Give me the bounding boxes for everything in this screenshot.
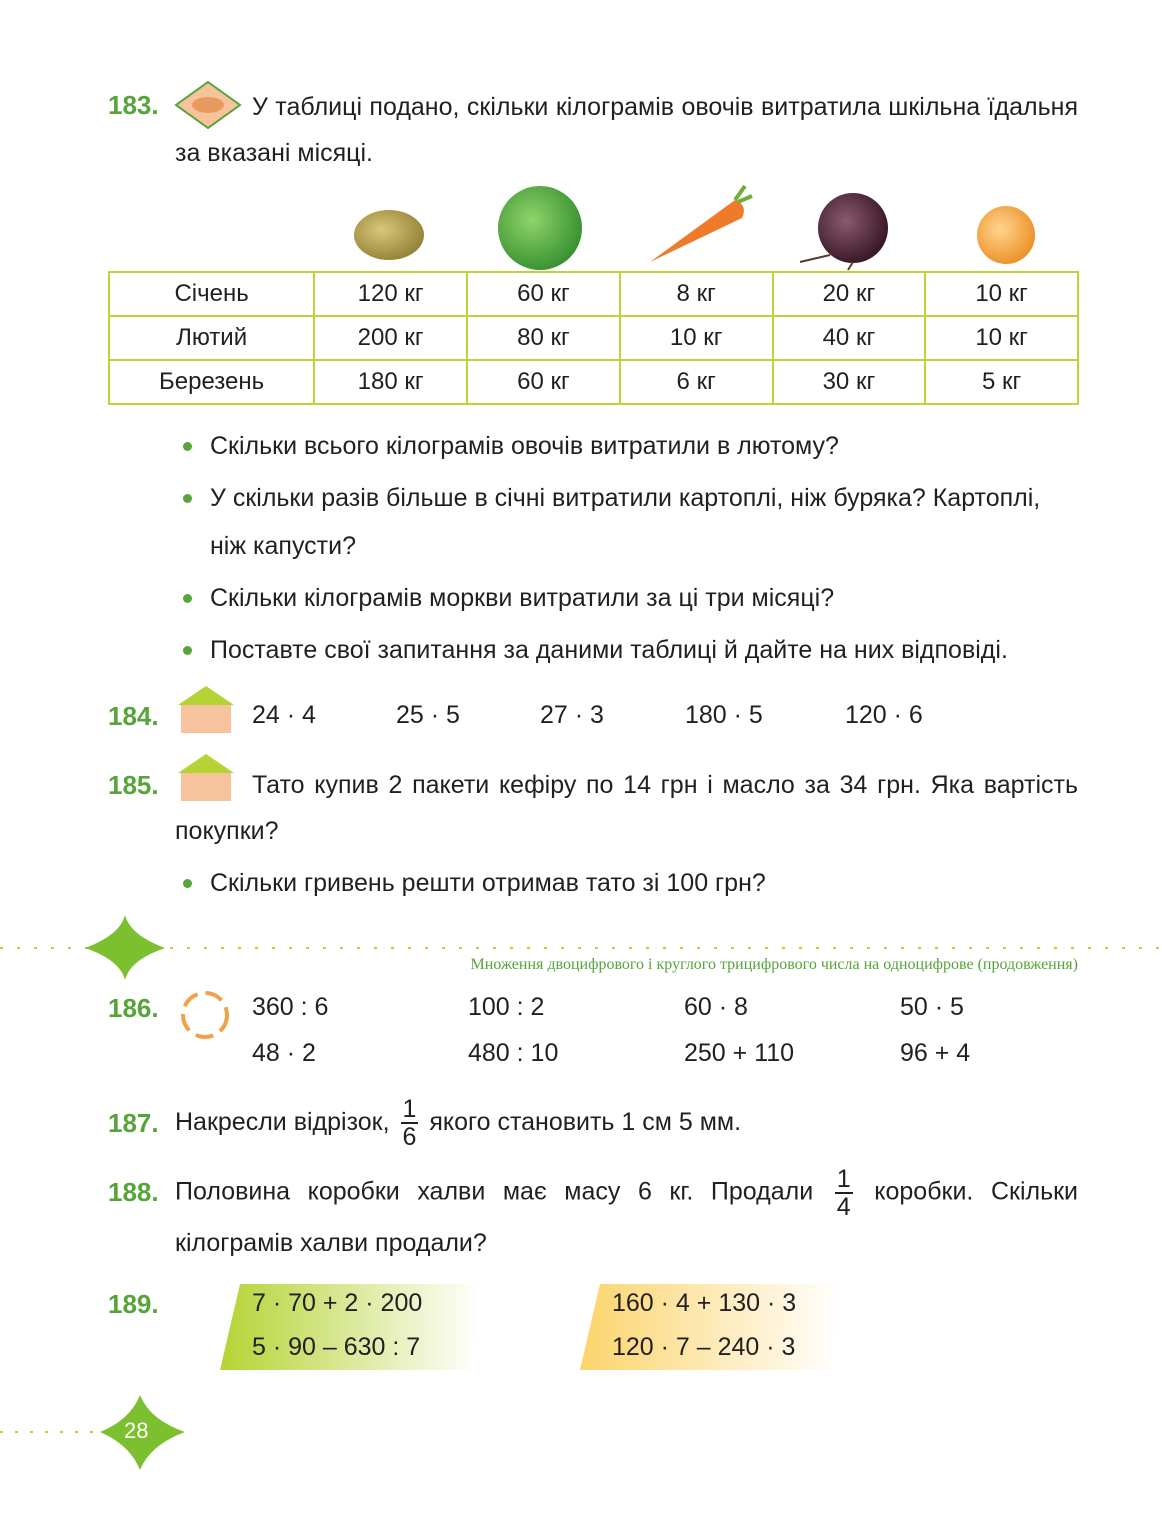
text: Накресли відрізок, — [175, 1108, 390, 1136]
house-icon — [178, 686, 234, 733]
value-cell: 5 кг — [924, 359, 1079, 405]
page-star — [100, 1395, 185, 1470]
cabbage — [498, 186, 582, 270]
house-icon — [178, 754, 234, 801]
numerator: 1 — [834, 1165, 853, 1194]
text: якого становить 1 см 5 мм. — [429, 1108, 742, 1136]
text: Половина коробки халви має масу 6 кг. Пр… — [175, 1177, 814, 1206]
potato — [354, 210, 424, 260]
table-body: Січень 120 кг 60 кг 8 кг 20 кг 10 кг Лютий 200 … — [107, 271, 1079, 405]
question: Скільки гривень решти отримав тато зі 10… — [183, 859, 1078, 907]
highlight-yellow — [580, 1284, 840, 1370]
denominator: 6 — [402, 1123, 417, 1152]
value-cell: 10 кг — [924, 315, 1079, 361]
value-cell: 200 кг — [313, 315, 469, 361]
beet — [818, 193, 888, 263]
expression: 5 · 90 – 630 : 7 — [252, 1333, 421, 1361]
expression: 180 · 5 — [685, 701, 763, 729]
value-cell: 10 кг — [924, 271, 1079, 317]
expression: 24 · 4 — [252, 701, 316, 729]
value-cell: 80 кг — [466, 315, 621, 361]
page-number: 28 — [124, 1418, 149, 1443]
expression: 480 : 10 — [468, 1039, 559, 1067]
task-number: 187. — [108, 1108, 159, 1138]
value-cell: 180 кг — [313, 359, 469, 405]
question: У скільки разів більше в січні витратили… — [183, 474, 1078, 570]
expression: 250 + 110 — [684, 1039, 795, 1067]
table-row: Березень 180 кг 60 кг 6 кг 30 кг 5 кг — [107, 359, 1079, 405]
expression: 60 · 8 — [684, 993, 748, 1021]
numerator: 1 — [400, 1095, 419, 1125]
onion — [977, 206, 1035, 264]
expression: 7 · 70 + 2 · 200 — [252, 1289, 423, 1317]
expression: 50 · 5 — [900, 993, 964, 1021]
expression: 96 + 4 — [900, 1039, 971, 1067]
divider-star — [85, 915, 165, 980]
vegetable-table: Січень 120 кг 60 кг 8 кг 20 кг 10 кг Лютий 200 … — [107, 271, 1079, 405]
carrot — [650, 200, 744, 262]
carrot-top — [733, 184, 753, 204]
value-cell: 20 кг — [771, 271, 927, 317]
question: Скільки кілограмів моркви витратили за ц… — [183, 574, 1078, 622]
question-list: Скільки всього кілограмів овочів витрати… — [183, 422, 1078, 678]
expression: 120 · 7 – 240 · 3 — [612, 1333, 796, 1361]
month-cell: Січень — [107, 271, 316, 317]
question: Поставте свої запитання за даними таблиц… — [183, 626, 1078, 674]
value-cell: 8 кг — [618, 271, 774, 317]
expression: 48 · 2 — [252, 1039, 316, 1067]
task-number: 189. — [108, 1289, 159, 1319]
task-text: Половина коробки халви має масу 6 кг. Пр… — [175, 1166, 1078, 1266]
month-cell: Лютий — [107, 315, 316, 361]
task-number: 184. — [108, 701, 159, 731]
highlight-green — [220, 1284, 480, 1370]
value-cell: 30 кг — [771, 359, 927, 405]
value-cell: 6 кг — [618, 359, 774, 405]
task-text: У таблиці подано, скільки кілограмів ово… — [175, 93, 1078, 167]
value-cell: 60 кг — [466, 359, 621, 405]
expression: 27 · 3 — [540, 701, 604, 729]
value-cell: 120 кг — [313, 271, 469, 317]
task-number: 185. — [108, 770, 159, 800]
month-cell: Березень — [107, 359, 316, 405]
section-header: Множення двоцифрового і круглого трицифр… — [470, 956, 1078, 973]
expression: 360 : 6 — [252, 993, 329, 1021]
question-list: Скільки гривень решти отримав тато зі 10… — [183, 859, 1078, 911]
expression: 120 · 6 — [845, 701, 923, 729]
value-cell: 40 кг — [771, 315, 927, 361]
table-row: Лютий 200 кг 80 кг 10 кг 40 кг 10 кг — [107, 315, 1079, 361]
beet-root — [799, 254, 854, 271]
handshake-icon — [174, 80, 242, 130]
task-number: 183. — [108, 90, 159, 120]
expression: 25 · 5 — [396, 701, 460, 729]
task-text: Тато купив 2 пакети кефіру по 14 грн і м… — [175, 771, 1078, 845]
task-number: 188. — [108, 1177, 159, 1207]
expression: 160 · 4 + 130 · 3 — [612, 1289, 797, 1317]
text: коробки. Скільки кілограмів халви продал… — [175, 1177, 1079, 1257]
task-number: 186. — [108, 993, 159, 1023]
table-row: Січень 120 кг 60 кг 8 кг 20 кг 10 кг — [107, 271, 1079, 317]
value-cell: 60 кг — [466, 271, 621, 317]
expression: 100 : 2 — [468, 993, 545, 1021]
question: Скільки всього кілограмів овочів витрати… — [183, 422, 1078, 470]
value-cell: 10 кг — [618, 315, 774, 361]
denominator: 4 — [836, 1193, 851, 1221]
cycle-icon — [181, 991, 229, 1039]
